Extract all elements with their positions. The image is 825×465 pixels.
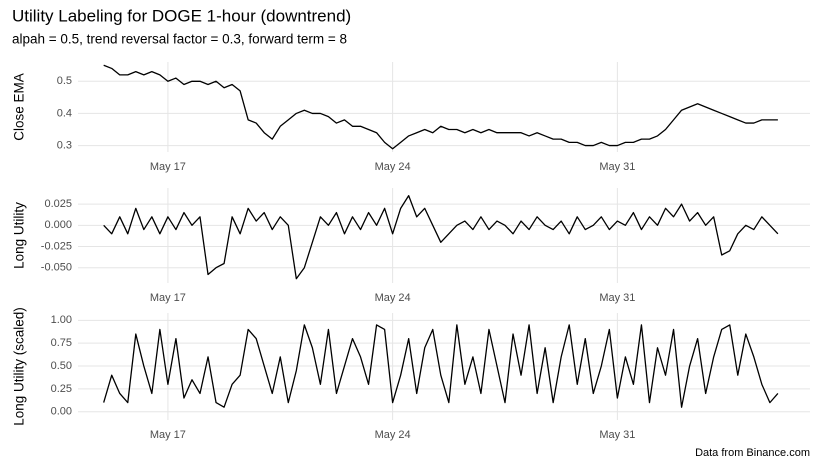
y-tick-label: 0.00 <box>51 406 72 418</box>
chart-title: Utility Labeling for DOGE 1-hour (downtr… <box>12 6 351 25</box>
data-line <box>103 194 779 280</box>
y-tick-label: 0.75 <box>51 337 72 349</box>
y-axis-label: Long Utility (scaled) <box>12 307 27 426</box>
y-tick-label: 0.5 <box>57 75 72 87</box>
y-tick-label: 0.025 <box>44 198 72 210</box>
y-tick-label: -0.050 <box>41 262 72 274</box>
x-tick-label: May 24 <box>375 292 411 304</box>
y-tick-label: 0.4 <box>57 107 72 119</box>
y-tick-label: 0.25 <box>51 383 72 395</box>
x-tick-label: May 17 <box>150 161 186 173</box>
x-tick-label: May 31 <box>599 292 635 304</box>
caption: Data from Binance.com <box>695 447 810 459</box>
y-tick-label: 1.00 <box>51 314 72 326</box>
data-line <box>103 64 778 150</box>
y-tick-label: 0.50 <box>51 360 72 372</box>
y-tick-label: 0.3 <box>57 139 72 151</box>
x-tick-label: May 31 <box>599 429 635 441</box>
x-tick-label: May 24 <box>375 429 411 441</box>
x-tick-label: May 17 <box>150 292 186 304</box>
data-line <box>103 324 779 408</box>
x-tick-label: May 24 <box>375 161 411 173</box>
x-tick-label: May 31 <box>599 161 635 173</box>
y-tick-label: -0.025 <box>41 240 72 252</box>
x-tick-label: May 17 <box>150 429 186 441</box>
y-axis-label: Long Utility <box>12 202 27 269</box>
chart-subtitle: alpah = 0.5, trend reversal factor = 0.3… <box>12 32 347 47</box>
y-axis-label: Close EMA <box>12 73 27 141</box>
y-tick-label: 0.000 <box>44 219 72 231</box>
